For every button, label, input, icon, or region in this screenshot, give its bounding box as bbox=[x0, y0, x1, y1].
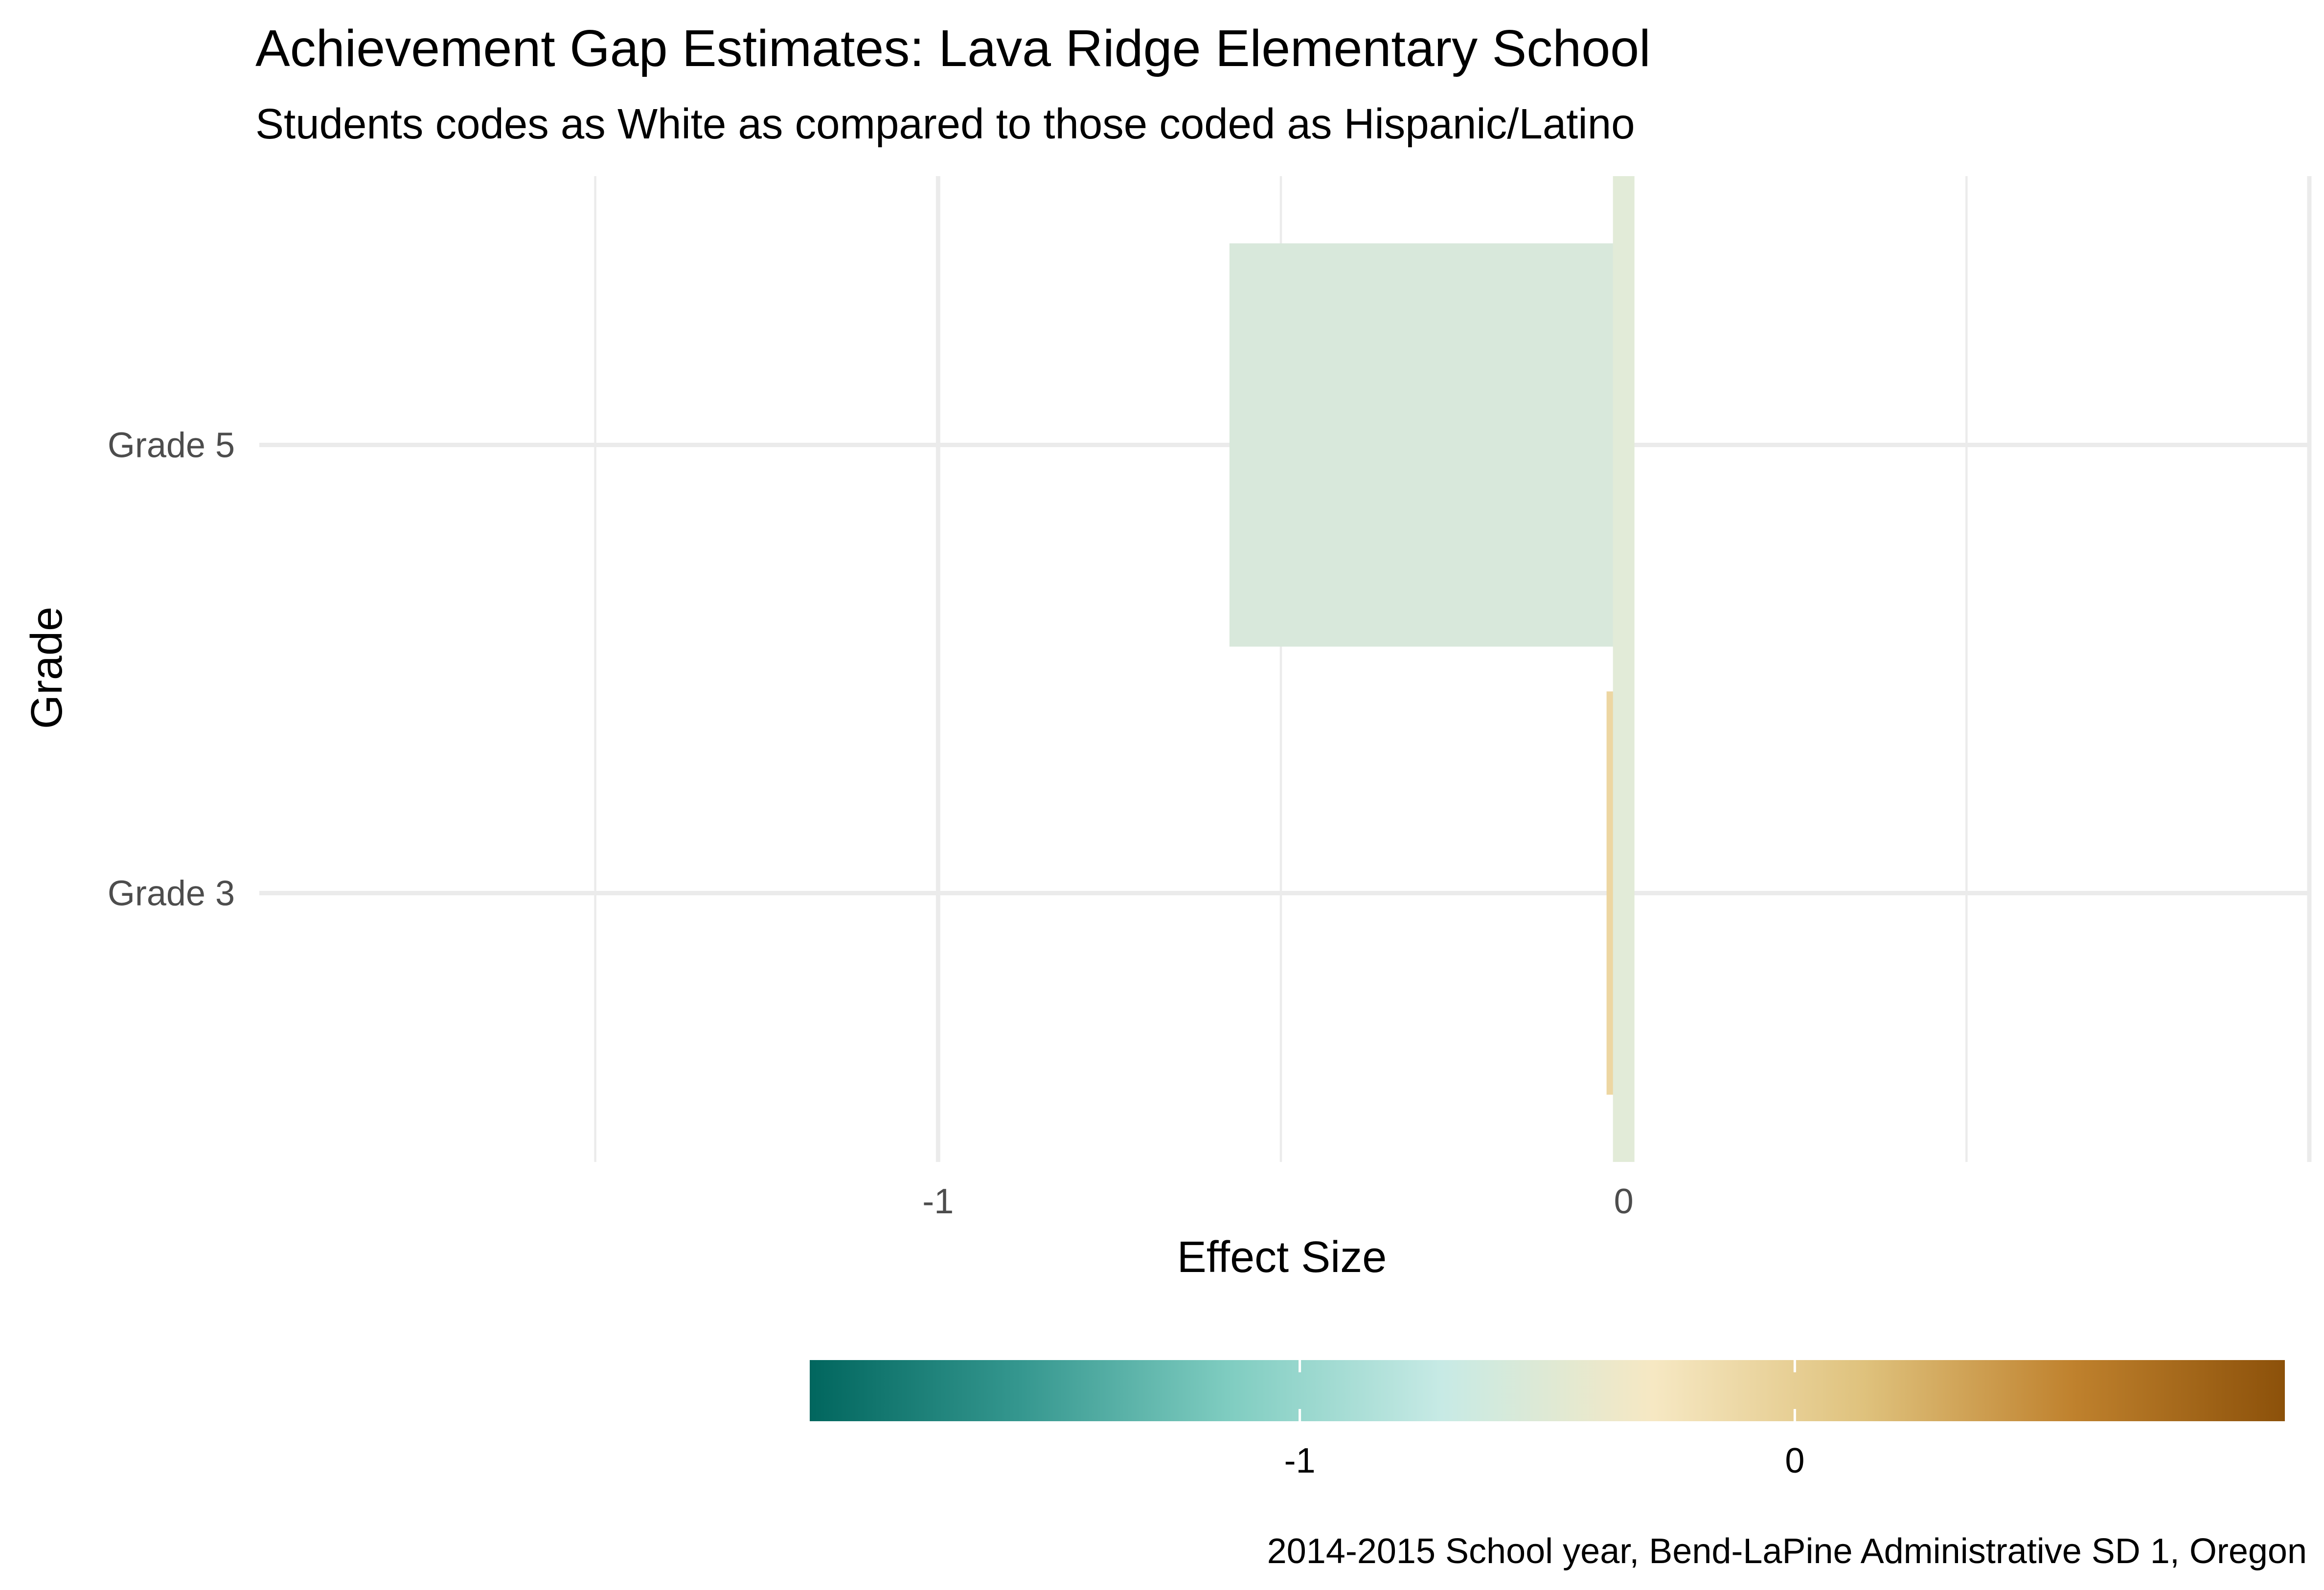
bars bbox=[1229, 176, 1635, 1162]
chart-subtitle: Students codes as White as compared to t… bbox=[255, 100, 1635, 148]
caption: 2014-2015 School year, Bend-LaPine Admin… bbox=[1267, 1532, 2307, 1571]
colorbar-tick-label: 0 bbox=[1785, 1441, 1804, 1480]
bar bbox=[1229, 243, 1624, 647]
chart-title: Achievement Gap Estimates: Lava Ridge El… bbox=[255, 20, 1651, 77]
x-tick-label: -1 bbox=[922, 1182, 954, 1221]
reference-line bbox=[1613, 176, 1635, 1162]
x-axis-title: Effect Size bbox=[1177, 1233, 1387, 1282]
colorbar-tick-label: -1 bbox=[1284, 1441, 1316, 1480]
y-tick-label: Grade 5 bbox=[108, 426, 235, 465]
y-tick-label: Grade 3 bbox=[108, 874, 235, 913]
color-legend: -1 0 bbox=[810, 1360, 2285, 1480]
x-tick-label: 0 bbox=[1614, 1182, 1634, 1221]
y-axis-title: Grade bbox=[23, 607, 71, 729]
colorbar bbox=[810, 1360, 2285, 1421]
x-axis-ticks: -1 0 bbox=[922, 1182, 1633, 1221]
y-axis-ticks: Grade 3 Grade 5 bbox=[108, 426, 235, 913]
